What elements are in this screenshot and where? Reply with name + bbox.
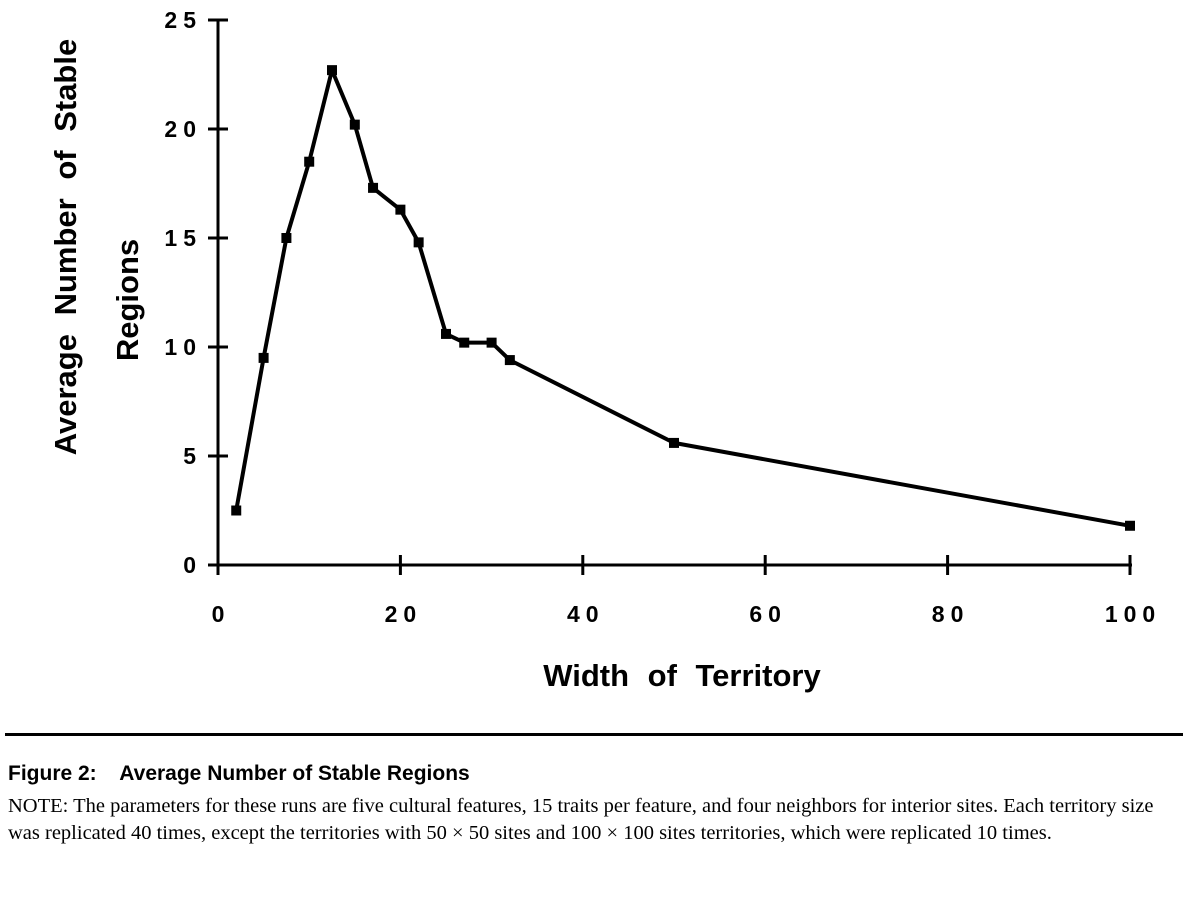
data-point xyxy=(459,337,470,348)
x-axis-title: Width of Territory xyxy=(543,658,821,693)
data-point xyxy=(486,337,497,348)
data-point xyxy=(669,437,679,448)
y-tick-label: 20 xyxy=(164,116,202,142)
figure-title: Average Number of Stable Regions xyxy=(119,762,470,785)
data-point xyxy=(304,156,315,167)
chart: 0 5 10 15 20 25 0 20 40 60 80 100 Width of Territor… xyxy=(48,7,1161,693)
y-tick-label: 25 xyxy=(164,7,202,33)
data-point xyxy=(413,237,424,248)
y-axis-title-line-2: Regions xyxy=(110,239,145,361)
data-point xyxy=(1125,520,1135,531)
ticks xyxy=(208,18,1132,575)
x-tick-label: 20 xyxy=(385,601,423,627)
axes xyxy=(216,20,1132,567)
tick-labels: 0 5 10 15 20 25 0 20 40 60 80 100 xyxy=(164,7,1161,627)
data-markers xyxy=(231,65,1135,531)
figure-label: Figure 2: xyxy=(8,762,97,785)
data-point xyxy=(258,352,269,363)
x-tick-label: 0 xyxy=(212,601,231,627)
x-tick-label: 40 xyxy=(567,601,605,627)
data-point xyxy=(368,182,379,193)
y-tick-label: 0 xyxy=(183,552,202,578)
y-axis-title-line-1: Average Number of Stable xyxy=(48,39,83,455)
data-point xyxy=(504,355,515,366)
x-tick-label: 60 xyxy=(749,601,787,627)
figure-caption-title: Figure 2: Average Number of Stable Regio… xyxy=(8,762,470,786)
data-point xyxy=(281,233,292,243)
data-point xyxy=(441,328,451,339)
y-tick-label: 5 xyxy=(183,443,202,469)
y-tick-label: 15 xyxy=(164,225,202,251)
data-point xyxy=(231,505,242,516)
data-point xyxy=(349,119,360,130)
y-axis-title: Average Number of Stable Regions xyxy=(48,39,145,455)
x-tick-label: 80 xyxy=(932,601,970,627)
figure-note: NOTE: The parameters for these runs are … xyxy=(8,795,1154,844)
data-point xyxy=(395,204,406,215)
y-tick-label: 10 xyxy=(164,334,202,360)
series-line xyxy=(234,68,1131,528)
caption-divider xyxy=(5,733,1183,736)
x-tick-label: 100 xyxy=(1105,601,1161,627)
data-point xyxy=(327,65,337,76)
